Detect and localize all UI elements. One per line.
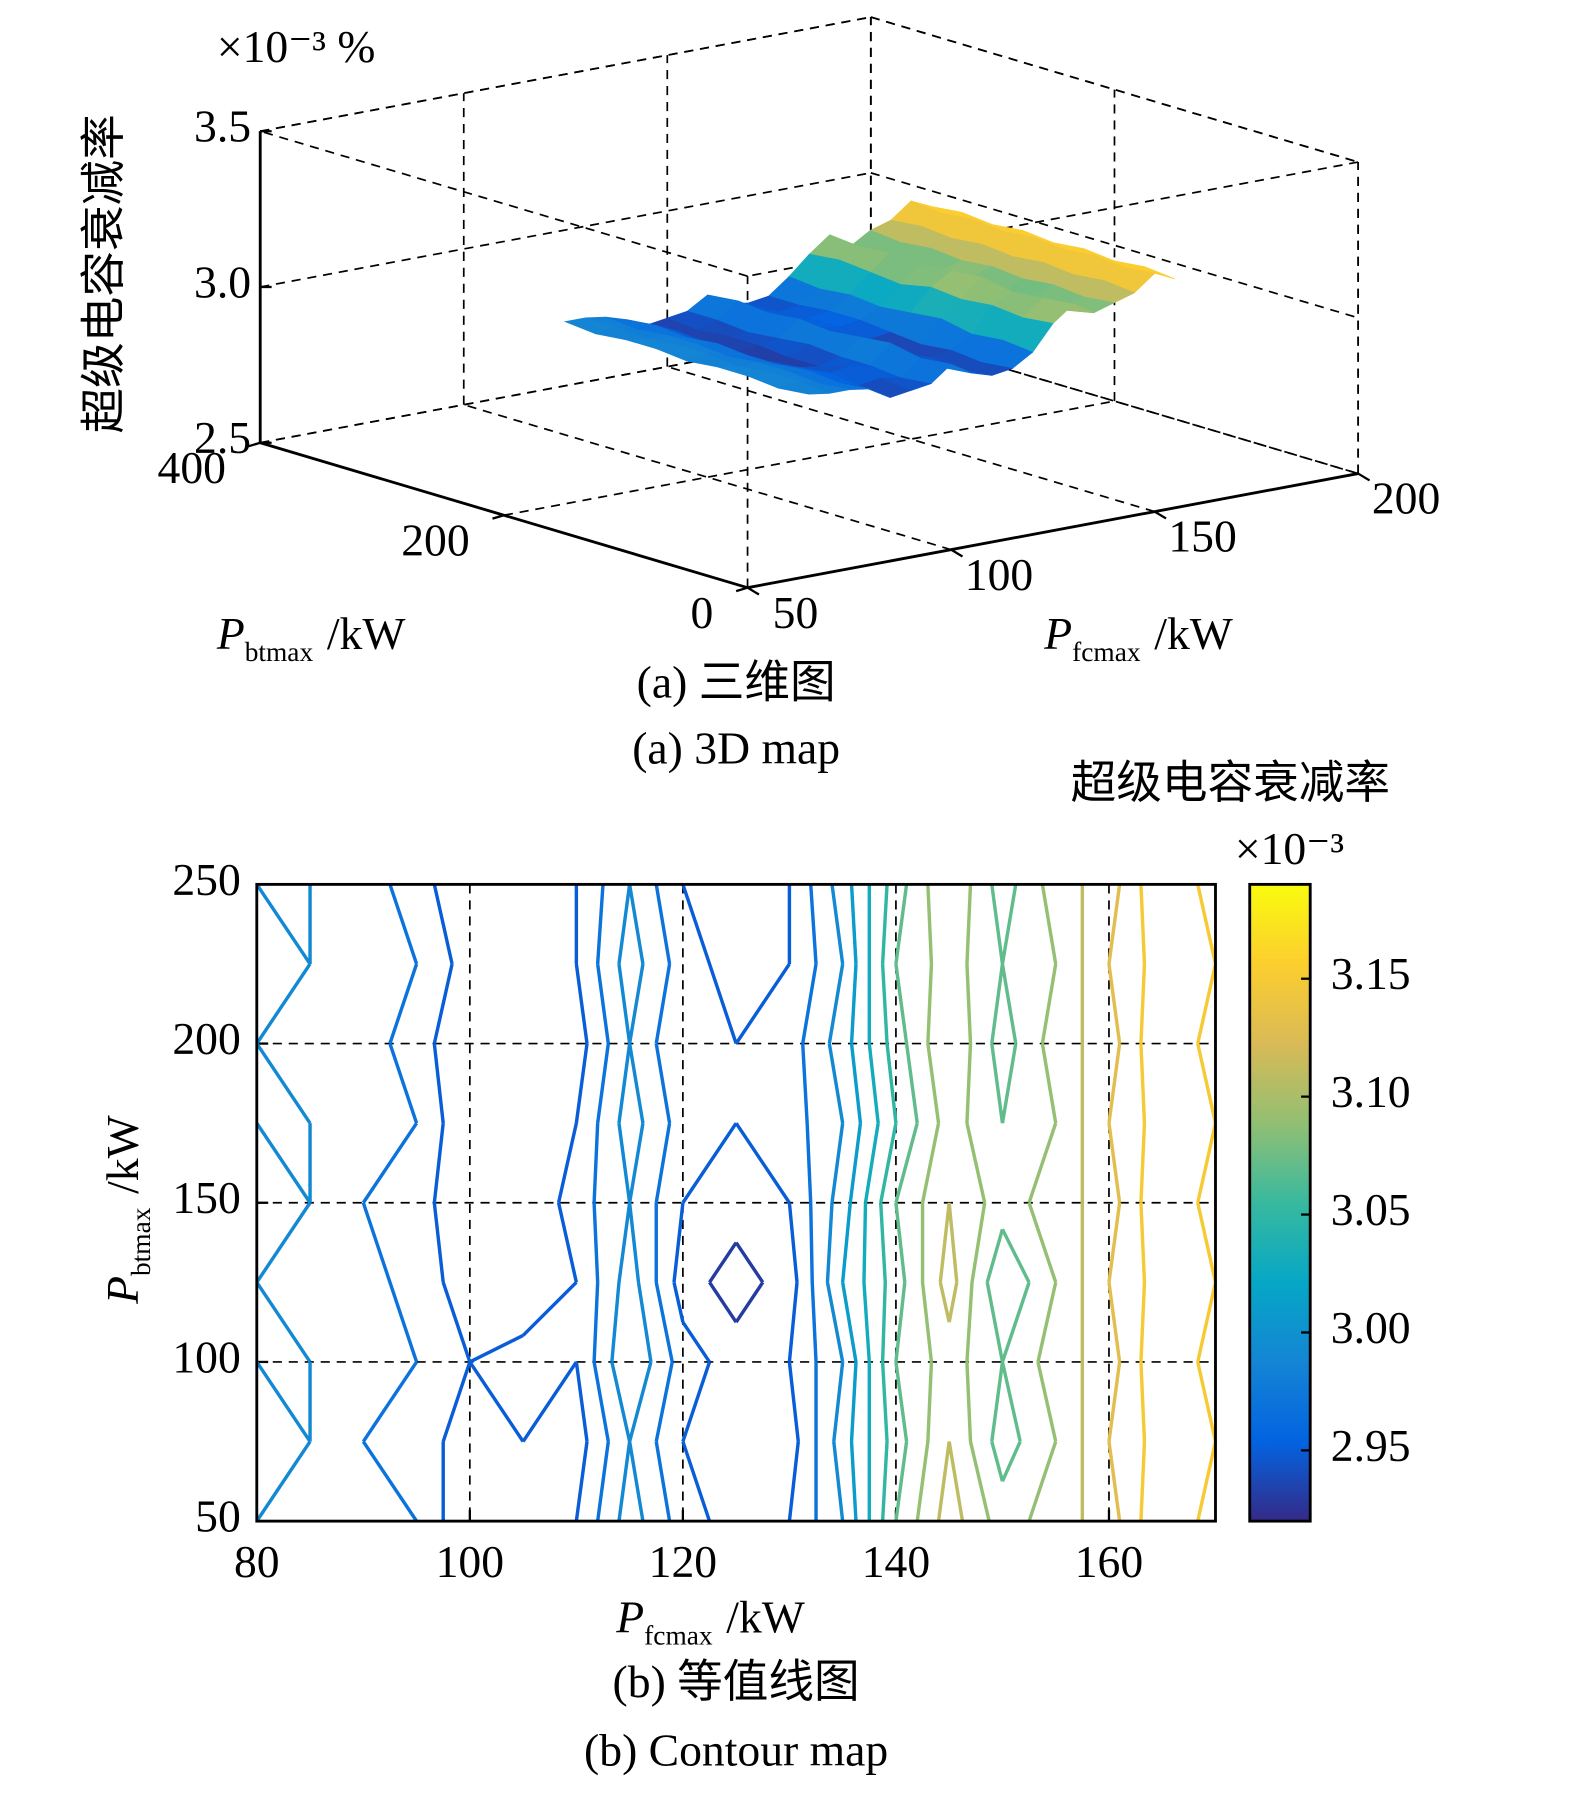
x-tick-label: 200 [1372,473,1440,524]
x-tick-label: 150 [1168,511,1236,562]
grid-line [463,403,952,551]
contour-line [1107,884,1122,1522]
unit: /kW [327,609,406,660]
symbol: P [615,1592,644,1643]
subscript: btmax [245,637,314,667]
z-axis-label: 超级电容衰减率 [78,114,129,433]
grid-line [667,365,1155,513]
x-tick-label: 50 [773,587,819,638]
colorbar-title: 超级电容衰减率 [1071,757,1390,808]
contour-line [361,883,818,1523]
colorbar-multiplier: ×10⁻³ [1235,823,1344,874]
y-tick-label: 150 [172,1172,240,1223]
symbol: P [97,1276,148,1305]
y-axis-label: Pbtmax/kW [216,609,406,668]
tick-mark [1154,510,1167,520]
x-tick-label: 140 [862,1536,930,1587]
tick-mark [746,586,760,596]
contour-line [915,884,1058,1522]
tick-mark [248,441,261,448]
box-edge [259,130,748,277]
contour-line [255,883,845,1523]
contour-line [708,1241,765,1324]
z-tick-label: 2.5 [194,412,251,463]
symbol: P [216,609,245,660]
x-tick-label: 80 [234,1536,280,1587]
y-tick-label: 250 [172,854,240,905]
contour-line [878,884,898,1522]
contour-line [432,883,800,1522]
grid-line [870,16,1359,163]
grid-line [503,400,1115,517]
x-tick-label: 100 [965,549,1033,600]
plot-frame [255,882,1217,1523]
x-tick-label: 100 [436,1536,504,1587]
caption: (a) 3D map [632,723,840,774]
colorbar-tick-label: 3.15 [1331,948,1411,999]
colorbar-tick-label: 2.95 [1331,1420,1411,1471]
z-multiplier: ×10⁻³ % [217,21,376,72]
tick-mark [1357,472,1371,482]
unit: /kW [726,1592,805,1643]
axis-line [259,441,748,590]
grid-line [870,172,1359,319]
x-axis-label: Pfcmax/kW [615,1592,805,1651]
y-axis-label: Pbtmax/kW [97,1115,156,1305]
tick-mark [950,548,964,558]
y-tick-label: 50 [195,1491,241,1542]
symbol: P [1043,609,1072,660]
y-tick-label: 100 [172,1331,240,1382]
colorbar-tick-label: 3.10 [1331,1066,1411,1117]
y-tick-label: 0 [691,587,714,638]
subscript: btmax [126,1207,156,1276]
x-tick-label: 160 [1075,1536,1143,1587]
caption: (b) Contour map [584,1725,888,1776]
colorbar-tick-label: 3.05 [1331,1184,1411,1235]
contour-line [862,884,880,1522]
grid-line [260,16,871,133]
subscript: fcmax [1072,637,1141,667]
contour-line [1139,884,1218,1522]
y-tick-label: 400 [158,442,226,493]
grid-line [260,172,871,288]
unit: /kW [97,1115,148,1194]
y-tick-label: 200 [401,514,469,565]
caption: (a) 三维图 [637,656,836,707]
axis-line [747,472,1359,590]
surface-cell [776,380,830,395]
x-tick-label: 120 [649,1536,717,1587]
unit: /kW [1154,609,1233,660]
x-axis-label: Pfcmax/kW [1043,609,1233,668]
z-tick-label: 3.5 [194,101,251,152]
colorbar [1248,882,1312,1523]
subscript: fcmax [644,1621,713,1651]
z-tick-label: 3.0 [194,256,251,307]
y-tick-label: 200 [172,1013,240,1064]
caption: (b) 等值线图 [613,1656,860,1707]
colorbar-tick-label: 3.00 [1331,1302,1411,1353]
